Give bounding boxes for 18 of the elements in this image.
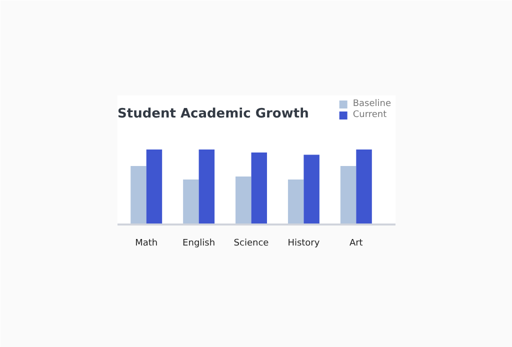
bar (356, 150, 372, 224)
chart-title: Student Academic Growth (118, 106, 309, 122)
x-tick-label: Math (135, 238, 158, 248)
legend-label: Current (352, 110, 387, 120)
x-tick-label: Science (234, 238, 270, 248)
bar (198, 150, 215, 224)
bar (236, 176, 252, 224)
bar (288, 180, 304, 224)
legend-label: Baseline (352, 99, 391, 109)
bar (130, 166, 146, 224)
bar (340, 166, 356, 224)
bar (251, 152, 267, 224)
bar (304, 154, 320, 224)
bar (183, 180, 199, 224)
x-tick-label: History (288, 238, 320, 248)
x-tick-label: Art (349, 238, 364, 248)
bar (146, 150, 162, 224)
x-tick-label: English (182, 238, 216, 248)
